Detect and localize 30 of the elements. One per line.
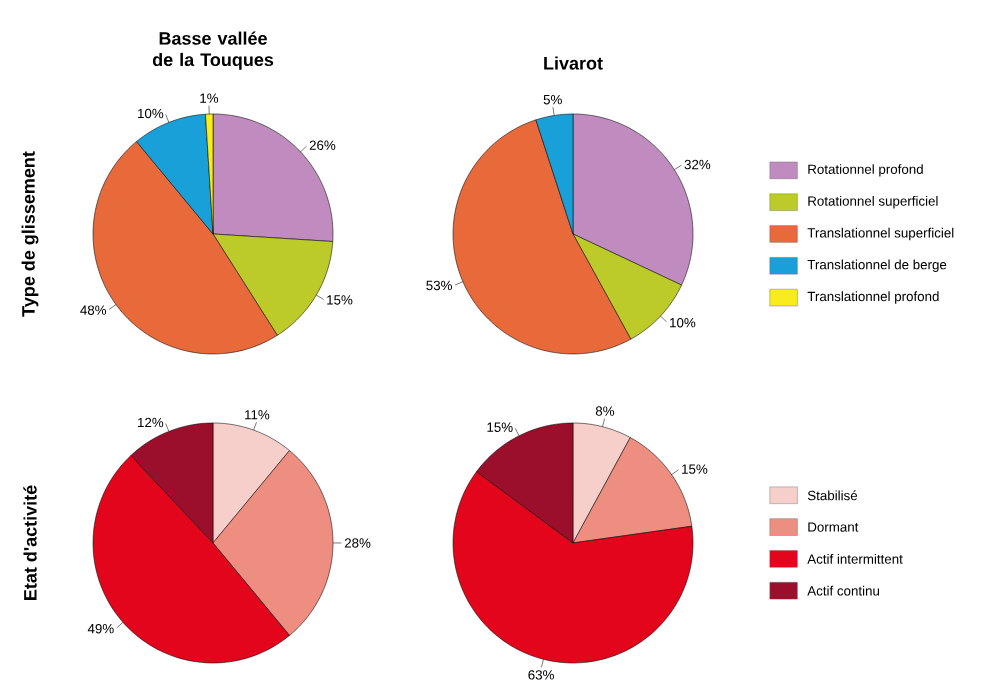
- data-label: 15%: [327, 295, 353, 305]
- data-label: 8%: [595, 406, 615, 416]
- legend-label: Stabilisé: [807, 490, 858, 501]
- legend-label: Translationnel profond: [807, 291, 939, 304]
- legend-label: Actif continu: [807, 585, 879, 596]
- legend-label: Rotationnel profond: [808, 164, 923, 177]
- legend-label: Dormant: [808, 522, 859, 532]
- data-label: 28%: [344, 538, 371, 548]
- text: Type de glissement: [21, 151, 39, 317]
- data-label: 11%: [245, 410, 270, 420]
- text: Etat d'activité: [23, 485, 37, 600]
- legend-label: Rotationnel superficiel: [808, 195, 938, 209]
- legend-label: Translationnel de berge: [807, 259, 947, 272]
- legend-label: Translationnel superficiel: [807, 227, 954, 241]
- legend-label: Actif intermittent: [807, 553, 903, 564]
- data-label: 48%: [80, 305, 107, 315]
- data-label: 53%: [426, 280, 452, 291]
- data-label: 12%: [138, 417, 164, 428]
- data-label: 5%: [543, 94, 562, 105]
- data-label: 63%: [528, 670, 554, 680]
- data-label: 49%: [87, 623, 114, 634]
- data-label: 10%: [138, 108, 164, 119]
- data-label: 15%: [682, 464, 708, 474]
- data-label: 26%: [309, 140, 336, 150]
- chart-title: Basse vallée de la Touques: [152, 31, 274, 70]
- chart-title: Livarot: [544, 56, 603, 70]
- data-label: 1%: [200, 93, 219, 103]
- data-label: 15%: [487, 422, 513, 432]
- data-label: 10%: [670, 317, 696, 328]
- data-label: 32%: [684, 159, 711, 170]
